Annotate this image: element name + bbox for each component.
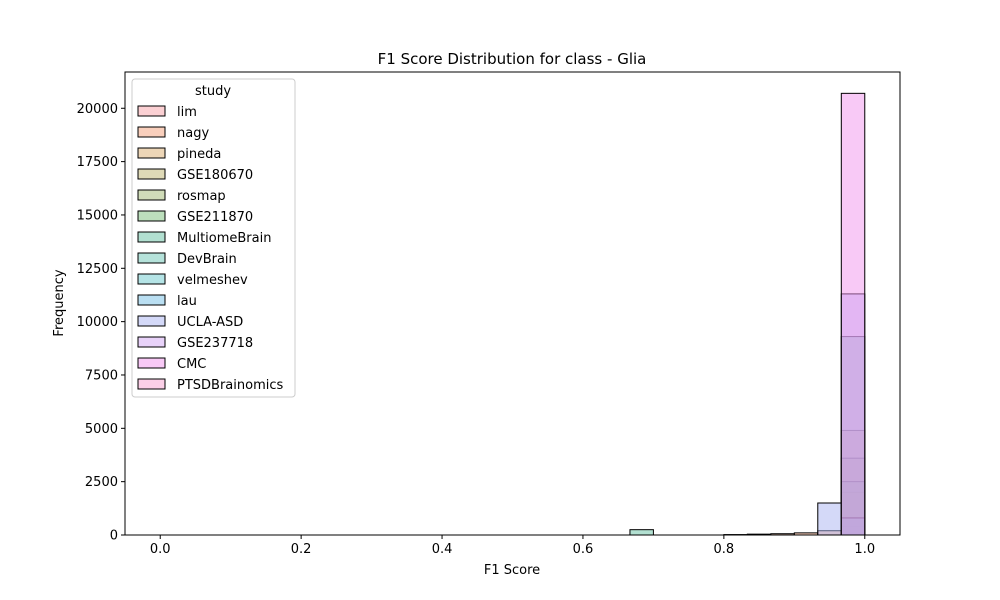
x-axis-label: F1 Score: [484, 563, 540, 578]
legend-label: MultiomeBrain: [177, 231, 271, 246]
y-tick-label: 2500: [85, 475, 118, 490]
y-tick-label: 5000: [85, 422, 118, 437]
legend-swatch: [137, 357, 166, 369]
legend-item-pineda: pineda: [137, 147, 221, 162]
chart-title: F1 Score Distribution for class - Glia: [378, 50, 647, 68]
axes: [124, 71, 901, 536]
legend-item-DevBrain: DevBrain: [137, 252, 237, 267]
legend-label: lau: [177, 294, 197, 309]
legend-label: CMC: [177, 357, 206, 372]
legend-item-UCLA-ASD: UCLA-ASD: [137, 315, 243, 330]
legend-label: lim: [177, 105, 197, 120]
legend: study lim nagy pineda GSE180670 rosmap GSE211…: [131, 78, 296, 398]
x-tick-label: 0.8: [714, 542, 735, 557]
bar-CMC-bin-29: [840, 92, 866, 536]
legend-swatch: [137, 273, 166, 285]
histogram-bars: [629, 92, 866, 536]
legend-swatch: [137, 378, 166, 390]
legend-label: UCLA-ASD: [177, 315, 243, 330]
legend-label: rosmap: [177, 189, 226, 204]
series-CMC: [840, 92, 866, 536]
x-tick-label: 1.0: [854, 542, 875, 557]
legend-label: velmeshev: [177, 273, 248, 288]
legend-swatch: [137, 231, 166, 243]
legend-label: PTSDBrainomics: [177, 378, 283, 393]
legend-frame: [131, 78, 296, 398]
legend-swatch: [137, 105, 166, 117]
legend-label: GSE180670: [177, 168, 253, 183]
legend-swatch: [137, 168, 166, 180]
y-tick-label: 0: [110, 529, 118, 544]
y-tick-label: 15000: [77, 208, 118, 223]
legend-item-CMC: CMC: [137, 357, 206, 372]
legend-item-lim: lim: [137, 105, 197, 120]
y-axis-label: Frequency: [52, 269, 67, 336]
legend-items: lim nagy pineda GSE180670 rosmap GSE211870 Mul…: [137, 105, 283, 393]
legend-item-velmeshev: velmeshev: [137, 273, 248, 288]
bar-MultiomeBrain-bin-20: [629, 529, 654, 536]
legend-swatch: [137, 189, 166, 201]
legend-swatch: [137, 210, 166, 222]
legend-swatch: [137, 315, 166, 327]
x-ticks: 0.0 0.2 0.4 0.6 0.8 1.0: [150, 535, 875, 557]
legend-item-GSE180670: GSE180670: [137, 168, 253, 183]
y-tick-label: 17500: [77, 155, 118, 170]
legend-swatch: [137, 336, 166, 348]
y-tick-label: 20000: [77, 102, 118, 117]
legend-item-rosmap: rosmap: [137, 189, 226, 204]
legend-item-nagy: nagy: [137, 126, 209, 141]
x-tick-label: 0.0: [150, 542, 171, 557]
legend-swatch: [137, 294, 166, 306]
legend-title: study: [195, 84, 231, 99]
y-ticks: 0 2500 5000 7500 10000 12500 15000 17500 20000: [77, 102, 125, 544]
y-tick-label: 7500: [85, 368, 118, 383]
legend-item-MultiomeBrain: MultiomeBrain: [137, 231, 271, 246]
plot-frame: [124, 71, 901, 536]
legend-label: pineda: [177, 147, 221, 162]
legend-item-lau: lau: [137, 294, 197, 309]
legend-label: GSE237718: [177, 336, 253, 351]
bar-UCLA-ASD-bin-28: [817, 502, 842, 536]
x-tick-label: 0.4: [432, 542, 453, 557]
legend-swatch: [137, 252, 166, 264]
legend-item-GSE211870: GSE211870: [137, 210, 253, 225]
legend-label: GSE211870: [177, 210, 253, 225]
legend-label: DevBrain: [177, 252, 237, 267]
y-tick-label: 12500: [77, 262, 118, 277]
legend-item-PTSDBrainomics: PTSDBrainomics: [137, 378, 283, 393]
legend-swatch: [137, 147, 166, 159]
x-tick-label: 0.6: [573, 542, 594, 557]
legend-item-GSE237718: GSE237718: [137, 336, 253, 351]
legend-swatch: [137, 126, 166, 138]
legend-label: nagy: [177, 126, 209, 141]
y-tick-label: 10000: [77, 315, 118, 330]
x-tick-label: 0.2: [291, 542, 312, 557]
